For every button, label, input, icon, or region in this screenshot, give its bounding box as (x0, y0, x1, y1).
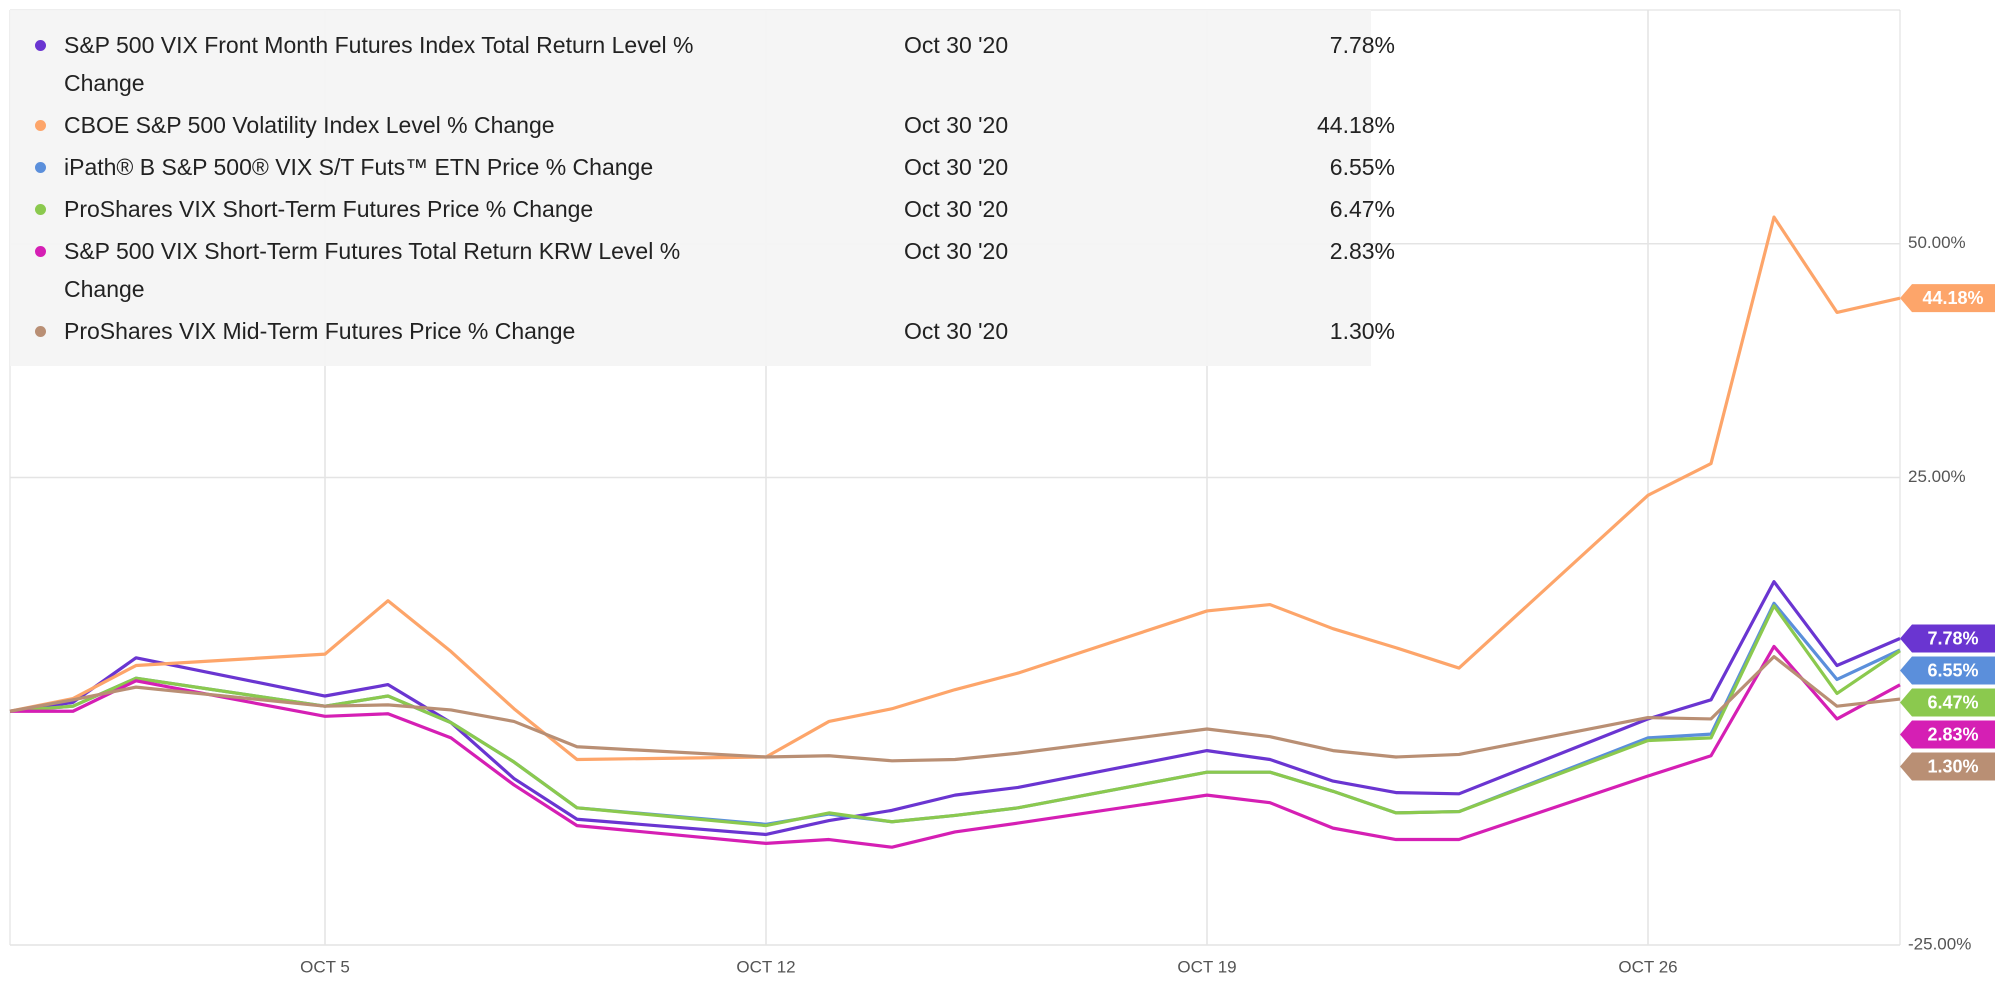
legend-row: S&P 500 VIX Short-Term Futures Total Ret… (10, 232, 1395, 308)
value-tag-label: 2.83% (1927, 724, 1978, 744)
y-tick-label: 50.00% (1908, 233, 1966, 252)
legend-row: ProShares VIX Short-Term Futures Price %… (10, 190, 1395, 228)
value-tag: 2.83% (1900, 720, 1995, 749)
x-tick-label: OCT 19 (1177, 957, 1236, 976)
legend-marker (35, 204, 46, 215)
x-tick-label: OCT 5 (300, 957, 350, 976)
legend-name: S&P 500 VIX Short-Term Futures Total Ret… (64, 238, 681, 302)
legend-date: Oct 30 '20 (904, 196, 1009, 222)
legend-name: iPath® B S&P 500® VIX S/T Futs™ ETN Pric… (64, 154, 654, 180)
legend-date: Oct 30 '20 (904, 318, 1009, 344)
value-tag: 7.78% (1900, 624, 1995, 653)
legend-marker (35, 246, 46, 257)
legend-row: CBOE S&P 500 Volatility Index Level % Ch… (10, 106, 1395, 144)
value-tag-box (1900, 688, 1995, 717)
legend-marker (35, 326, 46, 337)
value-tag: 1.30% (1900, 752, 1995, 781)
legend-value: 2.83% (1329, 238, 1395, 264)
legend-date: Oct 30 '20 (904, 238, 1009, 264)
value-tag-label: 6.47% (1927, 692, 1978, 712)
legend-value: 1.30% (1329, 318, 1395, 344)
value-tag: 44.18% (1900, 284, 1995, 313)
legend-name: CBOE S&P 500 Volatility Index Level % Ch… (64, 112, 555, 138)
value-tag-label: 7.78% (1927, 628, 1978, 648)
series-line (10, 644, 1901, 849)
legend: S&P 500 VIX Front Month Futures Index To… (10, 10, 1395, 366)
value-tag: 6.55% (1900, 656, 1995, 685)
value-tag-box (1900, 624, 1995, 653)
series-line (9, 655, 1901, 763)
value-tag: 6.47% (1900, 688, 1995, 717)
x-tick-label: OCT 26 (1618, 957, 1677, 976)
legend-marker (35, 162, 46, 173)
series-line (9, 215, 1901, 762)
value-tag-label: 44.18% (1922, 288, 1983, 308)
legend-marker (35, 40, 46, 51)
series-line (9, 580, 1901, 837)
y-tick-label: 25.00% (1908, 467, 1966, 486)
legend-name: ProShares VIX Short-Term Futures Price %… (64, 196, 594, 222)
legend-date: Oct 30 '20 (904, 112, 1009, 138)
series-line (9, 601, 1901, 826)
legend-name: S&P 500 VIX Front Month Futures Index To… (64, 32, 694, 96)
legend-value: 7.78% (1329, 32, 1395, 58)
legend-marker (35, 120, 46, 131)
legend-row: ProShares VIX Mid-Term Futures Price % C… (10, 312, 1395, 350)
value-tag-box (1900, 284, 1995, 313)
legend-date: Oct 30 '20 (904, 32, 1009, 58)
legend-row: iPath® B S&P 500® VIX S/T Futs™ ETN Pric… (10, 148, 1395, 186)
value-tag-label: 1.30% (1927, 756, 1978, 776)
legend-value: 6.55% (1329, 154, 1395, 180)
legend-date: Oct 30 '20 (904, 154, 1009, 180)
legend-row: S&P 500 VIX Front Month Futures Index To… (10, 26, 1395, 102)
value-tag-box (1900, 656, 1995, 685)
legend-name: ProShares VIX Mid-Term Futures Price % C… (64, 318, 576, 344)
legend-value: 44.18% (1316, 112, 1395, 138)
x-tick-label: OCT 12 (736, 957, 795, 976)
value-tag-label: 6.55% (1927, 660, 1978, 680)
series-line (9, 604, 1901, 828)
value-tag-box (1900, 720, 1995, 749)
value-tag-box (1900, 752, 1995, 781)
legend-value: 6.47% (1329, 196, 1395, 222)
y-tick-label: -25.00% (1908, 934, 1971, 953)
